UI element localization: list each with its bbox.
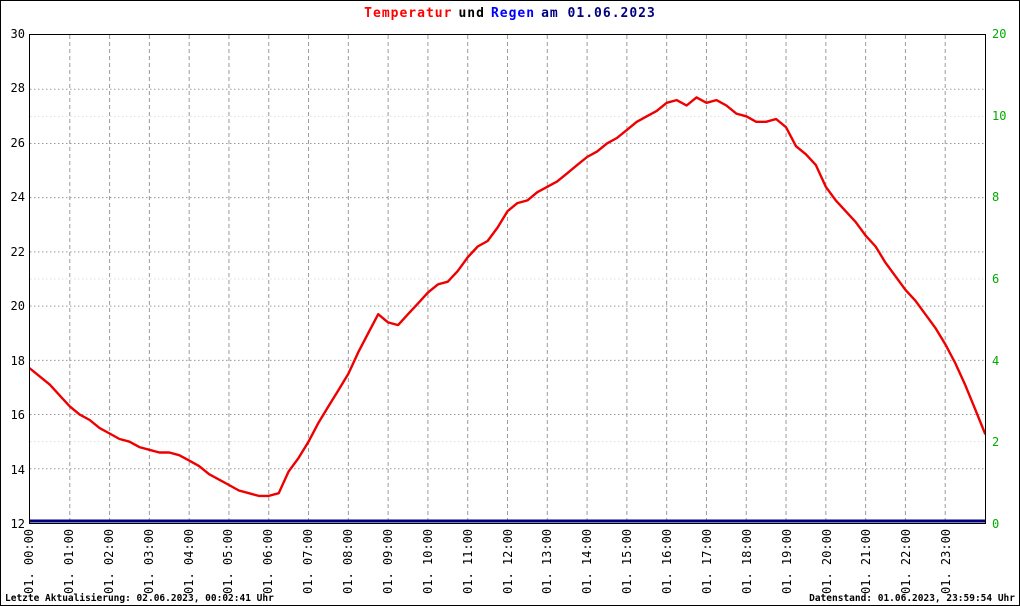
chart-title: Temperatur und Regen am 01.06.2023: [1, 6, 1019, 21]
time-axis-tick-label: 01. 14:00: [580, 528, 595, 594]
time-axis-tick-label: 01. 08:00: [341, 528, 355, 594]
rain-axis-tick-label: 20: [992, 27, 1007, 41]
time-axis-tick-label: 01. 16:00: [660, 528, 674, 594]
time-axis-tick-label: 01. 15:00: [620, 528, 635, 594]
time-axis-tick-label: 01. 06:00: [261, 528, 276, 594]
time-axis-tick-label: 01. 18:00: [739, 528, 754, 594]
time-axis-tick-label: 01. 21:00: [859, 528, 874, 594]
title-regen-label: Regen: [490, 6, 536, 21]
temp-axis-tick-label: 18: [10, 353, 25, 368]
time-axis-tick-label: 01. 05:00: [221, 528, 236, 594]
temp-axis-tick-label: 28: [10, 81, 25, 96]
temp-axis-tick-label: 20: [10, 299, 25, 314]
temp-axis-tick-label: 14: [10, 462, 25, 477]
temperature-line: [30, 96, 985, 498]
time-axis-tick-label: 01. 12:00: [500, 528, 515, 594]
time-axis-tick-label: 01. 02:00: [101, 528, 116, 594]
rain-axis-tick-label: 0: [992, 517, 1000, 531]
time-axis-tick-label: 01. 00:00: [22, 528, 36, 594]
chart-svg: [30, 35, 985, 523]
time-axis-tick-label: 01. 23:00: [939, 528, 954, 594]
temp-axis-tick-label: 22: [10, 244, 25, 259]
title-und-label: und: [458, 6, 485, 21]
time-axis-tick-label: 01. 11:00: [460, 528, 475, 594]
rain-axis-tick-label: 8: [992, 190, 1000, 205]
last-update-text: Letzte Aktualisierung: 02.06.2023, 00:02…: [5, 593, 274, 604]
time-axis-tick-label: 01. 13:00: [540, 528, 555, 594]
rain-axis-tick-label: 2: [992, 435, 1000, 450]
time-axis-tick-label: 01. 22:00: [899, 528, 914, 594]
temp-axis-tick-label: 26: [10, 135, 25, 150]
temp-axis-tick-label: 24: [10, 190, 25, 205]
time-axis-tick-label: 01. 01:00: [61, 528, 76, 594]
temp-axis-tick-label: 30: [10, 27, 25, 41]
title-date-label: am 01.06.2023: [541, 6, 656, 21]
time-axis-tick-label: 01. 07:00: [301, 528, 316, 594]
rain-axis-tick-label: 10: [992, 108, 1007, 123]
time-axis-tick-label: 01. 03:00: [141, 528, 156, 594]
time-axis-tick-label: 01. 19:00: [779, 528, 794, 594]
temp-axis-tick-label: 16: [10, 408, 25, 423]
time-axis-tick-label: 01. 09:00: [380, 528, 395, 594]
plot-area: [29, 34, 986, 524]
rain-axis-tick-label: 6: [992, 272, 1000, 286]
data-state-text: Datenstand: 01.06.2023, 23:59:54 Uhr: [809, 593, 1015, 604]
time-axis-tick-label: 01. 04:00: [181, 528, 196, 594]
time-axis-tick-label: 01. 10:00: [420, 528, 435, 594]
time-axis-tick-label: 01. 20:00: [819, 528, 834, 594]
rain-axis-tick-label: 4: [992, 353, 1000, 368]
title-temperatur-label: Temperatur: [364, 6, 453, 21]
temp-axis-tick-label: 12: [10, 517, 25, 531]
time-axis-tick-label: 01. 17:00: [699, 528, 714, 594]
